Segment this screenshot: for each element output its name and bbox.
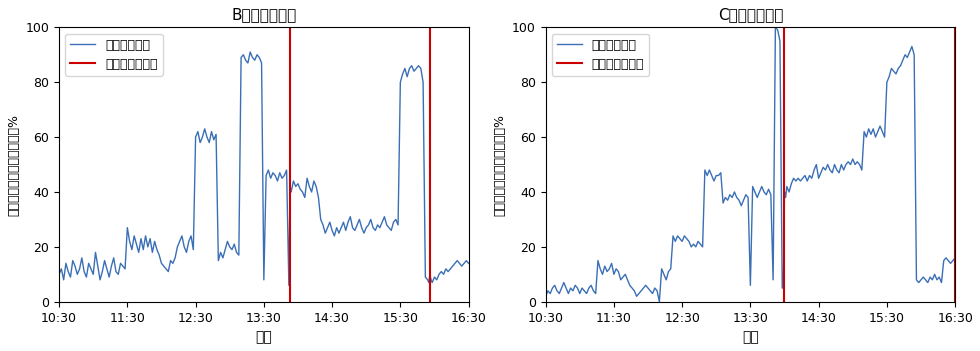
ごみ量の割合 xyxy=(606,261,617,265)
Y-axis label: ごみ箱内のごみ量の割合　%: ごみ箱内のごみ量の割合 % xyxy=(7,113,20,216)
ごみ量の割合 xyxy=(215,250,226,254)
回収タイミング xyxy=(284,297,296,301)
ごみ量の割合 xyxy=(824,168,836,172)
ごみ量の割合 xyxy=(58,278,70,282)
ごみ量の割合 xyxy=(194,140,206,145)
回収タイミング xyxy=(779,300,791,304)
回収タイミング xyxy=(779,297,791,301)
ごみ量の割合 xyxy=(717,201,729,205)
Legend: ごみ量の割合, 回収タイミング: ごみ量の割合, 回収タイミング xyxy=(66,34,163,76)
ごみ量の割合 xyxy=(628,289,640,293)
ごみ量の割合 xyxy=(461,258,472,263)
Title: C地点のごみ箱: C地点のごみ箱 xyxy=(717,7,783,22)
Y-axis label: ごみ箱内のごみ量の割合　%: ごみ箱内のごみ量の割合 % xyxy=(494,113,507,216)
ごみ量の割合 xyxy=(769,25,781,29)
ごみ量の割合 xyxy=(53,272,65,277)
ごみ量の割合 xyxy=(247,55,259,60)
ごみ量の割合 xyxy=(244,50,256,54)
ごみ量の割合 xyxy=(463,261,474,265)
Legend: ごみ量の割合, 回収タイミング: ごみ量の割合, 回収タイミング xyxy=(552,34,650,76)
ごみ量の割合 xyxy=(886,66,898,71)
ごみ量の割合 xyxy=(456,264,467,268)
X-axis label: 時刻: 時刻 xyxy=(742,330,759,344)
ごみ量の割合 xyxy=(283,283,295,287)
ごみ量の割合 xyxy=(540,294,552,298)
ごみ量の割合 xyxy=(654,300,665,304)
ごみ量の割合 xyxy=(631,294,643,298)
Line: ごみ量の割合: ごみ量の割合 xyxy=(546,27,957,302)
X-axis label: 時刻: 時刻 xyxy=(256,330,272,344)
Line: ごみ量の割合: ごみ量の割合 xyxy=(59,52,468,285)
Title: B地点のごみ箱: B地点のごみ箱 xyxy=(231,7,297,22)
回収タイミング xyxy=(284,300,296,304)
ごみ量の割合 xyxy=(952,280,963,285)
